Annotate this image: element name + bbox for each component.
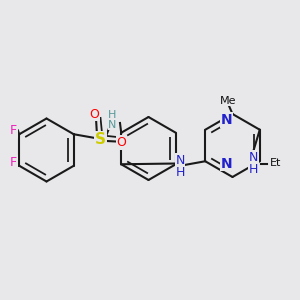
- Text: N: N: [221, 113, 232, 127]
- Text: H
N: H N: [108, 110, 117, 130]
- Text: F: F: [10, 155, 17, 169]
- Text: S: S: [95, 132, 106, 147]
- Text: N
H: N H: [175, 154, 185, 179]
- Text: N: N: [221, 157, 232, 170]
- Text: O: O: [90, 107, 99, 121]
- Text: Et: Et: [270, 158, 281, 169]
- Text: Me: Me: [220, 95, 236, 106]
- Text: N
H: N H: [249, 151, 258, 176]
- Text: O: O: [117, 136, 126, 149]
- Text: F: F: [10, 124, 17, 137]
